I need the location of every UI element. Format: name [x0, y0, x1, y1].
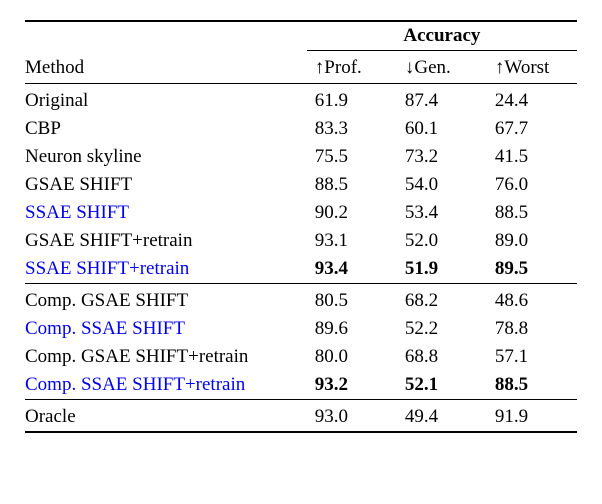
- worst-cell: 24.4: [487, 84, 577, 116]
- table-row: SSAE SHIFT90.253.488.5: [25, 199, 577, 227]
- worst-cell: 76.0: [487, 171, 577, 199]
- prof-cell: 93.2: [307, 371, 397, 400]
- gen-cell: 53.4: [397, 199, 487, 227]
- gen-cell: 87.4: [397, 84, 487, 116]
- prof-cell: 75.5: [307, 143, 397, 171]
- gen-cell: 52.2: [397, 315, 487, 343]
- worst-cell: 89.0: [487, 227, 577, 255]
- table-row: GSAE SHIFT+retrain93.152.089.0: [25, 227, 577, 255]
- table-row: Oracle93.049.491.9: [25, 400, 577, 433]
- gen-cell: 52.0: [397, 227, 487, 255]
- worst-cell: 67.7: [487, 115, 577, 143]
- method-cell: Neuron skyline: [25, 143, 307, 171]
- worst-cell: 88.5: [487, 199, 577, 227]
- gen-cell: 49.4: [397, 400, 487, 433]
- prof-cell: 93.4: [307, 255, 397, 284]
- gen-cell: 54.0: [397, 171, 487, 199]
- column-header-worst: ↑Worst: [487, 51, 577, 84]
- method-cell: Comp. SSAE SHIFT: [25, 315, 307, 343]
- gen-cell: 60.1: [397, 115, 487, 143]
- worst-cell: 91.9: [487, 400, 577, 433]
- method-header: Method: [25, 51, 307, 84]
- table-row: Neuron skyline75.573.241.5: [25, 143, 577, 171]
- table-row: SSAE SHIFT+retrain93.451.989.5: [25, 255, 577, 284]
- prof-cell: 88.5: [307, 171, 397, 199]
- method-cell: CBP: [25, 115, 307, 143]
- prof-cell: 80.5: [307, 284, 397, 316]
- gen-cell: 68.2: [397, 284, 487, 316]
- method-cell: Comp. GSAE SHIFT+retrain: [25, 343, 307, 371]
- prof-cell: 61.9: [307, 84, 397, 116]
- column-header-prof: ↑Prof.: [307, 51, 397, 84]
- prof-cell: 90.2: [307, 199, 397, 227]
- method-cell: GSAE SHIFT+retrain: [25, 227, 307, 255]
- prof-cell: 83.3: [307, 115, 397, 143]
- prof-cell: 93.0: [307, 400, 397, 433]
- worst-cell: 88.5: [487, 371, 577, 400]
- table-row: Original61.987.424.4: [25, 84, 577, 116]
- gen-cell: 52.1: [397, 371, 487, 400]
- worst-cell: 48.6: [487, 284, 577, 316]
- empty-header: [25, 21, 307, 51]
- table-row: CBP83.360.167.7: [25, 115, 577, 143]
- prof-cell: 80.0: [307, 343, 397, 371]
- gen-cell: 73.2: [397, 143, 487, 171]
- method-cell: Oracle: [25, 400, 307, 433]
- gen-cell: 51.9: [397, 255, 487, 284]
- table-row: Comp. GSAE SHIFT80.568.248.6: [25, 284, 577, 316]
- gen-cell: 68.8: [397, 343, 487, 371]
- method-cell: Original: [25, 84, 307, 116]
- column-header-gen: ↓Gen.: [397, 51, 487, 84]
- table-row: Comp. SSAE SHIFT89.652.278.8: [25, 315, 577, 343]
- table-row: Comp. SSAE SHIFT+retrain93.252.188.5: [25, 371, 577, 400]
- method-cell: Comp. SSAE SHIFT+retrain: [25, 371, 307, 400]
- results-table: Accuracy Method ↑Prof. ↓Gen. ↑Worst Orig…: [25, 20, 577, 433]
- prof-cell: 89.6: [307, 315, 397, 343]
- table-row: Comp. GSAE SHIFT+retrain80.068.857.1: [25, 343, 577, 371]
- prof-cell: 93.1: [307, 227, 397, 255]
- method-cell: GSAE SHIFT: [25, 171, 307, 199]
- method-cell: Comp. GSAE SHIFT: [25, 284, 307, 316]
- worst-cell: 57.1: [487, 343, 577, 371]
- worst-cell: 78.8: [487, 315, 577, 343]
- method-cell: SSAE SHIFT: [25, 199, 307, 227]
- worst-cell: 41.5: [487, 143, 577, 171]
- accuracy-super-header: Accuracy: [307, 21, 577, 51]
- worst-cell: 89.5: [487, 255, 577, 284]
- method-cell: SSAE SHIFT+retrain: [25, 255, 307, 284]
- table-row: GSAE SHIFT88.554.076.0: [25, 171, 577, 199]
